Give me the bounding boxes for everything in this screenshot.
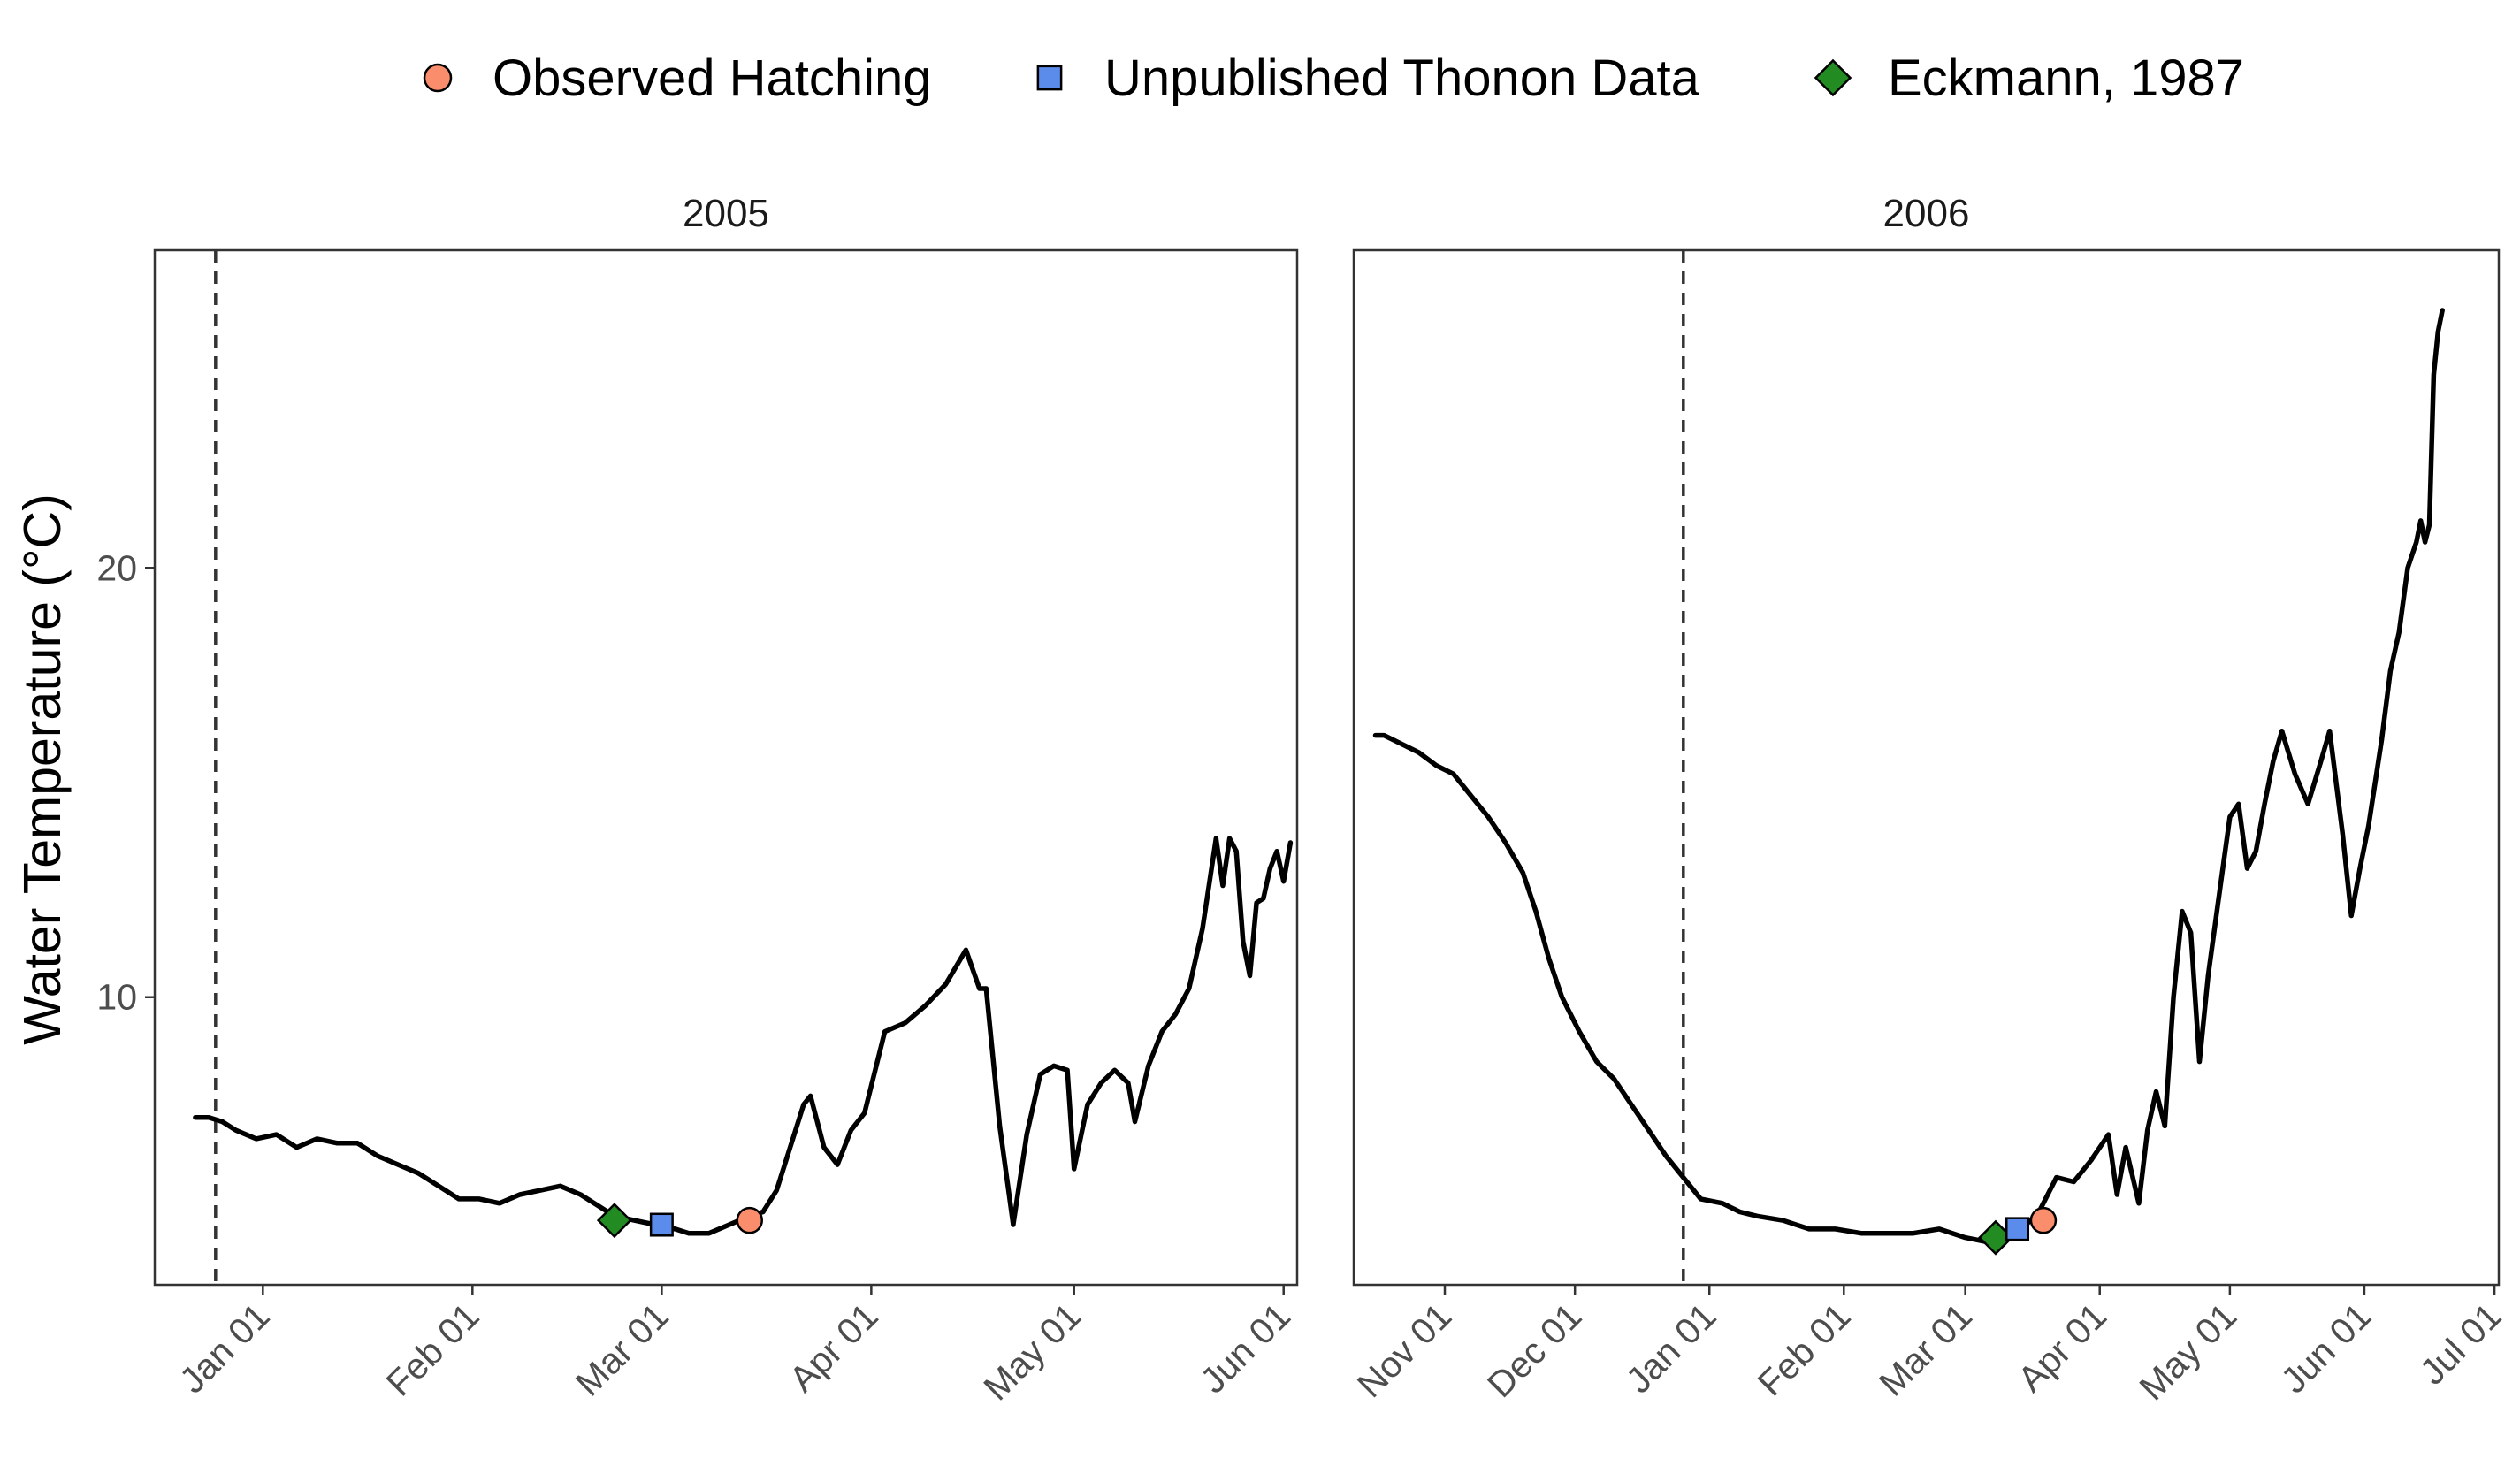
- panel-title: 2005: [683, 192, 769, 235]
- marker-square: [2005, 1217, 2030, 1241]
- x-tick-label: Apr 01: [782, 1295, 886, 1400]
- marker-circle: [2029, 1206, 2058, 1234]
- legend: Observed Hatching Unpublished Thonon Data…: [423, 50, 2244, 107]
- x-tick-label: Jan 01: [1618, 1295, 1724, 1402]
- y-tick-label: 20: [96, 547, 137, 588]
- x-tick-label: Jan 01: [172, 1295, 278, 1402]
- panel-2005: 2005 10 20 Jan 01 Feb 01 Mar 01 Apr 01 May 01 Ju…: [96, 192, 1299, 1409]
- x-tick-label: Jun 01: [2273, 1295, 2379, 1402]
- panel-border: [1352, 248, 2501, 1287]
- x-tick-label: Feb 01: [1750, 1295, 1859, 1404]
- panel-border: [153, 248, 1299, 1287]
- legend-square-icon: [1036, 65, 1063, 91]
- panel-2006: 2006 Nov 01 Dec 01 Jan 01 Feb 01 Mar 01 Apr 01…: [1349, 192, 2509, 1408]
- y-tick-label: 10: [96, 977, 137, 1018]
- x-tick-label: Jun 01: [1192, 1295, 1298, 1402]
- temperature-line: [193, 836, 1294, 1236]
- legend-item: Observed Hatching: [423, 50, 931, 107]
- legend-label: Eckmann, 1987: [1888, 50, 2244, 107]
- marker-circle: [736, 1206, 764, 1234]
- legend-item: Unpublished Thonon Data: [1036, 50, 1700, 107]
- temperature-line: [1372, 308, 2445, 1245]
- x-tick-label: Nov 01: [1349, 1295, 1459, 1405]
- x-tick-label: May 01: [2132, 1295, 2245, 1409]
- legend-circle-icon: [423, 63, 453, 93]
- marker-diamond: [596, 1203, 632, 1239]
- x-tick-label: Jul 01: [2412, 1295, 2509, 1393]
- y-axis-label: Water Temperature (°C): [13, 493, 72, 1045]
- x-tick-label: Feb 01: [378, 1295, 487, 1404]
- x-tick-label: Mar 01: [1871, 1295, 1980, 1404]
- marker-square: [649, 1212, 674, 1237]
- legend-diamond-icon: [1814, 58, 1852, 97]
- x-tick-label: Dec 01: [1479, 1295, 1589, 1405]
- legend-label: Observed Hatching: [493, 50, 931, 107]
- x-tick-label: May 01: [975, 1295, 1088, 1409]
- legend-label: Unpublished Thonon Data: [1104, 50, 1700, 107]
- legend-item: Eckmann, 1987: [1814, 50, 2244, 107]
- x-tick-label: Apr 01: [2010, 1295, 2114, 1400]
- panel-title: 2006: [1883, 192, 1970, 235]
- x-tick-label: Mar 01: [568, 1295, 676, 1404]
